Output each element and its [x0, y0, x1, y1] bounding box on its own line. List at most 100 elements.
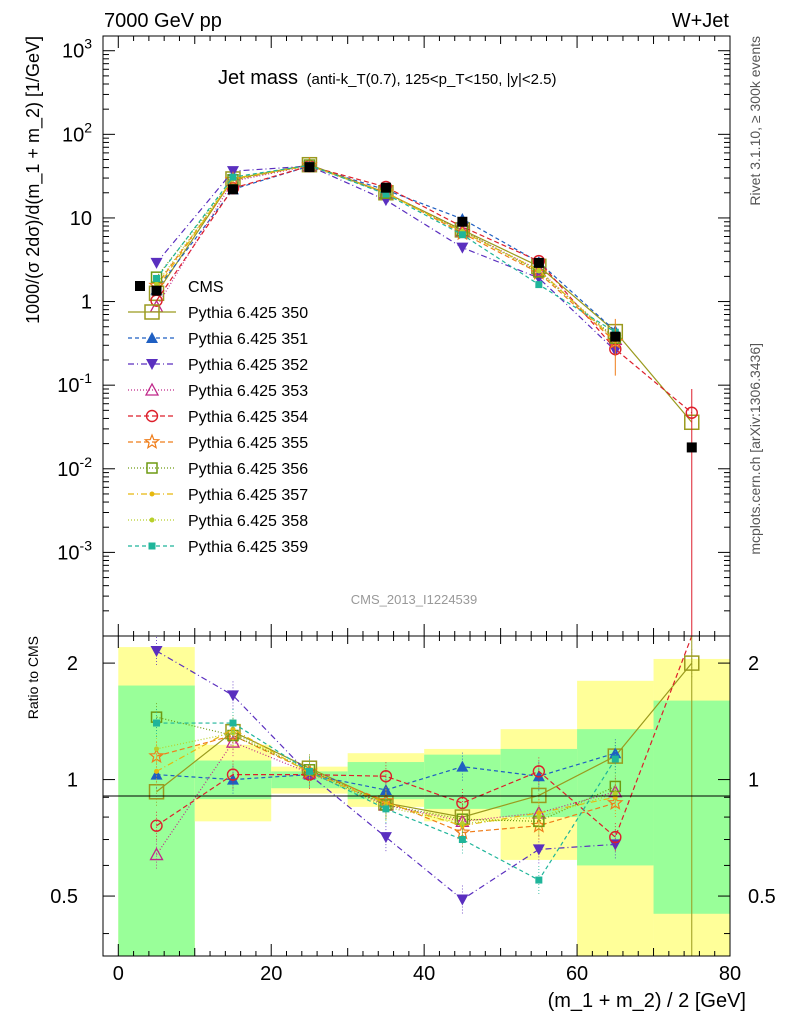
ratio-series-point — [225, 734, 241, 748]
ratio-series-point — [609, 830, 622, 844]
top-series-point — [458, 231, 466, 239]
legend-label: Pythia 6.425 357 — [188, 487, 308, 504]
y-axis-label-top: 1000/(σ 2dσ)/d(m_1 + m_2) [1/GeV] — [23, 36, 44, 324]
ratio-series-point — [459, 821, 465, 827]
ratio-series-point — [456, 894, 469, 906]
data-point-cms — [380, 182, 391, 193]
data-points-cms — [151, 162, 697, 453]
ratio-series-point — [229, 719, 237, 727]
legend-entry-353: Pythia 6.425 353 — [128, 382, 308, 400]
ratio-y-tick-label: 0.5 — [50, 886, 78, 908]
y-tick-label: 102 — [62, 119, 92, 146]
top-error-bars — [614, 318, 693, 636]
ratio-series-point — [456, 760, 469, 772]
data-point-cms — [686, 442, 697, 453]
legend-entry-350: Pythia 6.425 350 — [128, 304, 308, 322]
legend-label: Pythia 6.425 356 — [188, 461, 308, 478]
legend-marker — [146, 462, 158, 474]
ratio-series-point — [532, 765, 546, 778]
ratio-y-tick-label: 2 — [67, 653, 78, 675]
ratio-series-point — [230, 730, 236, 736]
header-left: 7000 GeV pp — [104, 10, 222, 32]
legend: CMS Pythia 6.425 350 Pythia 6.425 351 Pythi… — [128, 279, 308, 556]
data-point-cms — [610, 331, 621, 342]
ratio-series-point — [154, 768, 160, 774]
x-axis-label: (m_1 + m_2) / 2 [GeV] — [548, 990, 746, 1012]
legend-label: Pythia 6.425 355 — [188, 435, 308, 452]
ratio-series-point — [226, 768, 240, 781]
ratio-series-point — [153, 719, 161, 727]
ratio-series-point — [458, 836, 466, 844]
y-axis-label-ratio: Ratio to CMS — [25, 636, 41, 719]
legend-marker — [144, 382, 160, 396]
legend-label: Pythia 6.425 354 — [188, 409, 308, 426]
header-right: W+Jet — [672, 10, 730, 32]
axis-ticks: 0 20 40 60 80 10-3 10-2 10-1 1 10 102 103 0.5 0.5 1 1 2 2 — [50, 36, 776, 985]
top-series-point — [229, 173, 237, 181]
y-tick-label: 10 — [70, 208, 92, 230]
ratio-series-point — [609, 747, 622, 759]
data-point-cms — [227, 184, 238, 195]
legend-label: Pythia 6.425 352 — [188, 357, 308, 374]
legend-entry-352: Pythia 6.425 352 — [128, 357, 308, 374]
side-text-rivet: Rivet 3.1.10, ≥ 300k events — [747, 36, 763, 206]
legend-label: Pythia 6.425 359 — [188, 539, 308, 556]
data-point-cms — [533, 257, 544, 268]
ratio-series-point — [606, 794, 624, 810]
ratio-series-line — [156, 635, 693, 839]
ratio-series-point — [536, 814, 542, 820]
legend-entry-359: Pythia 6.425 359 — [128, 539, 308, 556]
legend-marker — [145, 409, 159, 423]
top-series-line — [156, 165, 693, 414]
x-tick-label: 40 — [413, 963, 435, 985]
legend-label: Pythia 6.425 351 — [188, 331, 308, 348]
y-tick-label: 10-3 — [57, 537, 92, 564]
legend-marker-cms — [135, 281, 145, 291]
top-series-point — [535, 281, 543, 289]
y-tick-label: 103 — [62, 36, 92, 63]
ratio-series-point — [383, 800, 389, 806]
legend-marker — [149, 491, 155, 497]
ratio-series-point — [382, 805, 390, 813]
legend-entry-355: Pythia 6.425 355 — [128, 433, 308, 452]
legend-entry-351: Pythia 6.425 351 — [128, 331, 308, 348]
data-point-cms — [457, 216, 468, 227]
legend-entry-cms: CMS — [135, 279, 224, 296]
top-series-point — [150, 257, 163, 269]
top-series-point — [531, 262, 546, 276]
top-series-point — [536, 268, 542, 274]
legend-entry-358: Pythia 6.425 358 — [128, 513, 308, 530]
top-series-layer — [148, 156, 700, 636]
ratio-series-point — [149, 847, 164, 861]
y-tick-label: 10-1 — [57, 370, 92, 397]
analysis-id: CMS_2013_I1224539 — [351, 592, 478, 607]
legend-entry-356: Pythia 6.425 356 — [128, 461, 308, 478]
y-tick-label: 10-2 — [57, 454, 92, 481]
ratio-series-point — [150, 645, 163, 657]
ratio-series-point — [379, 832, 392, 844]
legend-marker — [144, 304, 160, 320]
side-text-mcplots: mcplots.cern.ch [arXiv:1306.3436] — [747, 343, 763, 555]
ratio-series-point — [150, 819, 163, 832]
data-point-cms — [304, 162, 315, 173]
legend-marker — [143, 433, 161, 450]
legend-label: Pythia 6.425 353 — [188, 383, 308, 400]
legend-marker — [149, 517, 155, 523]
legend-entry-354: Pythia 6.425 354 — [128, 409, 308, 426]
ratio-y-tick-label-right: 0.5 — [748, 886, 776, 908]
legend-entry-357: Pythia 6.425 357 — [128, 487, 308, 504]
legend-marker — [146, 332, 158, 343]
ratio-y-tick-label-right: 2 — [748, 653, 759, 675]
ratio-series-point — [379, 770, 393, 783]
ratio-y-tick-label-right: 1 — [748, 770, 759, 792]
top-series-point — [153, 274, 161, 282]
ratio-series-point — [150, 768, 163, 780]
ratio-series-359 — [153, 709, 619, 895]
legend-label: CMS — [188, 279, 224, 296]
legend-label: Pythia 6.425 350 — [188, 305, 308, 322]
top-series-point — [456, 242, 469, 254]
legend-marker — [148, 542, 156, 550]
ratio-series-point — [305, 767, 313, 775]
ratio-y-tick-label: 1 — [67, 770, 78, 792]
